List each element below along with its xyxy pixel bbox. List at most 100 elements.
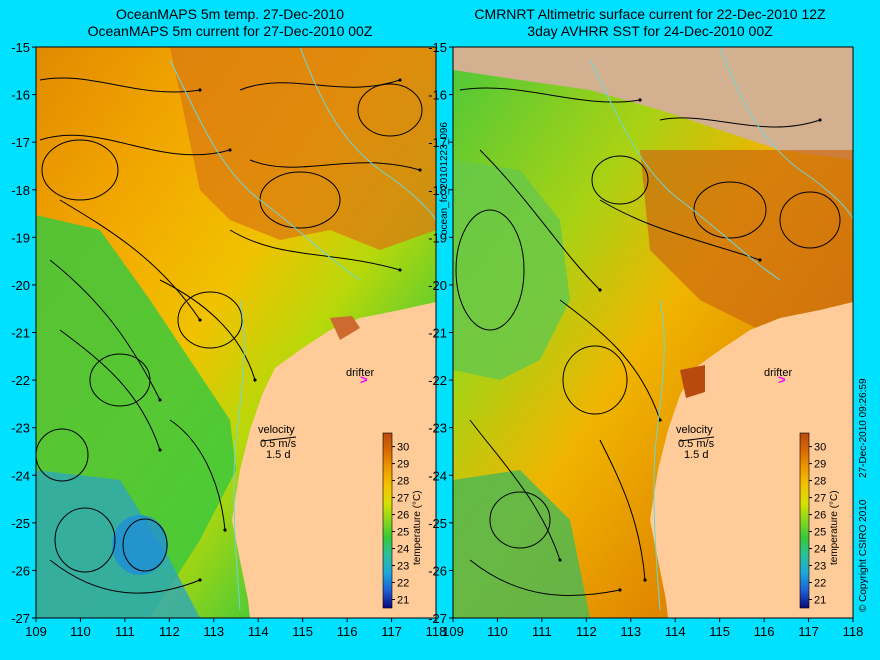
left-velocity-speed: 0.5 m/s [260, 438, 297, 450]
right-title-line1: CMRNRT Altimetric surface current for 22… [474, 6, 826, 22]
file-id-label: ocean_fc_20101223_096 [439, 122, 450, 235]
x-tick-label: 110 [487, 624, 508, 639]
x-tick-label: 114 [248, 624, 269, 639]
y-tick-label: -17 [428, 135, 447, 150]
x-tick-label: 111 [532, 624, 552, 639]
left-title-line2: OceanMAPS 5m current for 27-Dec-2010 00Z [87, 23, 373, 39]
x-tick-label: 110 [70, 624, 91, 639]
x-tick-label: 117 [381, 624, 402, 639]
y-tick-label: -20 [428, 278, 447, 293]
colorbar-tick-label: 25 [814, 527, 826, 539]
x-tick-label: 118 [426, 624, 447, 639]
left-velocity-arrow [261, 436, 297, 442]
right-coast-warm-patch [680, 365, 705, 398]
y-tick-label: -26 [11, 563, 30, 578]
x-tick-label: 115 [709, 624, 730, 639]
y-tick-label: -21 [11, 326, 30, 341]
colorbar-tick-label: 30 [814, 442, 826, 454]
right-y-axis: -15 -16 -17 -18 -19 -20 -21 -22 -23 -24 -25 -26 -27 [428, 40, 453, 626]
right-x-axis: 109 110 111 112 113 114 115 116 117 118 [442, 618, 863, 639]
right-title-line2: 3day AVHRR SST for 24-Dec-2010 00Z [527, 23, 773, 39]
y-tick-label: -15 [428, 40, 447, 55]
colorbar-tick-label: 22 [397, 578, 409, 590]
right-warm-water-patch [640, 150, 853, 340]
x-tick-label: 111 [115, 624, 135, 639]
right-velocity-label: velocity [676, 424, 713, 436]
right-cloud-mask [453, 47, 853, 160]
x-tick-label: 113 [620, 624, 641, 639]
colorbar-tick-label: 28 [814, 476, 826, 488]
y-tick-label: -15 [11, 40, 30, 55]
y-tick-label: -24 [428, 468, 447, 483]
right-isobath-contours [589, 47, 853, 611]
x-tick-label: 118 [843, 624, 864, 639]
left-colorbar-label: temperature (°C) [412, 490, 423, 565]
colorbar-tick-label: 26 [397, 510, 409, 522]
left-drifter-label: drifter [346, 367, 374, 379]
x-tick-label: 109 [25, 624, 47, 639]
colorbar-tick-label: 28 [397, 476, 409, 488]
y-tick-label: -24 [11, 468, 30, 483]
x-tick-label: 115 [292, 624, 313, 639]
right-cool-water-patch [453, 160, 570, 380]
x-tick-label: 117 [798, 624, 819, 639]
y-tick-label: -16 [11, 88, 30, 103]
y-tick-label: -18 [428, 183, 447, 198]
left-cold-eddy [112, 515, 168, 575]
x-tick-label: 112 [576, 624, 597, 639]
left-y-axis: -15 -16 -17 -18 -19 -20 -21 -22 -23 -24 -25 -26 -27 [11, 40, 36, 626]
x-tick-label: 114 [665, 624, 686, 639]
colorbar-tick-label: 23 [814, 561, 826, 573]
left-panel-title: OceanMAPS 5m temp. 27-Dec-2010 OceanMAPS… [20, 6, 440, 40]
left-title-line1: OceanMAPS 5m temp. 27-Dec-2010 [116, 6, 344, 22]
left-velocity-label: velocity [258, 424, 295, 436]
right-panel-title: CMRNRT Altimetric surface current for 22… [440, 6, 860, 40]
y-tick-label: -20 [11, 278, 30, 293]
y-tick-label: -21 [428, 326, 447, 341]
y-tick-label: -18 [11, 183, 30, 198]
left-velocity-duration: 1.5 d [266, 449, 290, 461]
x-tick-label: 116 [337, 624, 358, 639]
left-isobath-contours [169, 47, 436, 611]
y-tick-label: -22 [11, 373, 30, 388]
y-tick-label: -23 [11, 421, 30, 436]
y-tick-label: -25 [11, 516, 30, 531]
left-warm-water-patch [170, 47, 436, 250]
right-velocity-duration: 1.5 d [684, 449, 708, 461]
y-tick-label: -16 [428, 88, 447, 103]
right-velocity-speed: 0.5 m/s [678, 438, 715, 450]
colorbar-tick-label: 29 [814, 459, 826, 471]
right-velocity-arrow [679, 436, 715, 442]
y-tick-label: -27 [11, 611, 30, 626]
y-tick-label: -19 [11, 230, 30, 245]
left-colorbar-ticks: 30 29 28 27 26 25 24 23 22 21 [392, 442, 409, 607]
left-drifter-marker: > [360, 372, 368, 387]
colorbar-tick-label: 25 [397, 527, 409, 539]
colorbar-tick-label: 29 [397, 459, 409, 471]
right-drifter-marker: > [778, 372, 786, 387]
y-tick-label: -26 [428, 563, 447, 578]
colorbar-tick-label: 23 [397, 561, 409, 573]
colorbar-tick-label: 24 [397, 544, 409, 556]
left-coast-island [330, 316, 360, 340]
right-map-panel: velocity 0.5 m/s 1.5 d drifter > [453, 47, 853, 618]
colorbar-tick-label: 30 [397, 442, 409, 454]
y-tick-label: -23 [428, 421, 447, 436]
colorbar-tick-label: 21 [814, 595, 826, 607]
right-colorbar-label: temperature (°C) [829, 490, 840, 565]
right-drifter-label: drifter [764, 367, 792, 379]
right-colorbar-ticks: 30 29 28 27 26 25 24 23 22 21 [809, 442, 826, 607]
x-tick-label: 116 [754, 624, 775, 639]
y-tick-label: -19 [428, 230, 447, 245]
colorbar-tick-label: 27 [397, 493, 409, 505]
right-current-streamlines [455, 87, 841, 597]
x-tick-label: 113 [203, 624, 224, 639]
x-tick-label: 112 [159, 624, 180, 639]
colorbar-tick-label: 24 [814, 544, 826, 556]
colorbar-tick-label: 22 [814, 578, 826, 590]
left-colorbar [382, 432, 393, 609]
timestamp-label: 27-Dec-2010 09:26:59 [858, 378, 869, 478]
y-tick-label: -17 [11, 135, 30, 150]
y-tick-label: -22 [428, 373, 447, 388]
